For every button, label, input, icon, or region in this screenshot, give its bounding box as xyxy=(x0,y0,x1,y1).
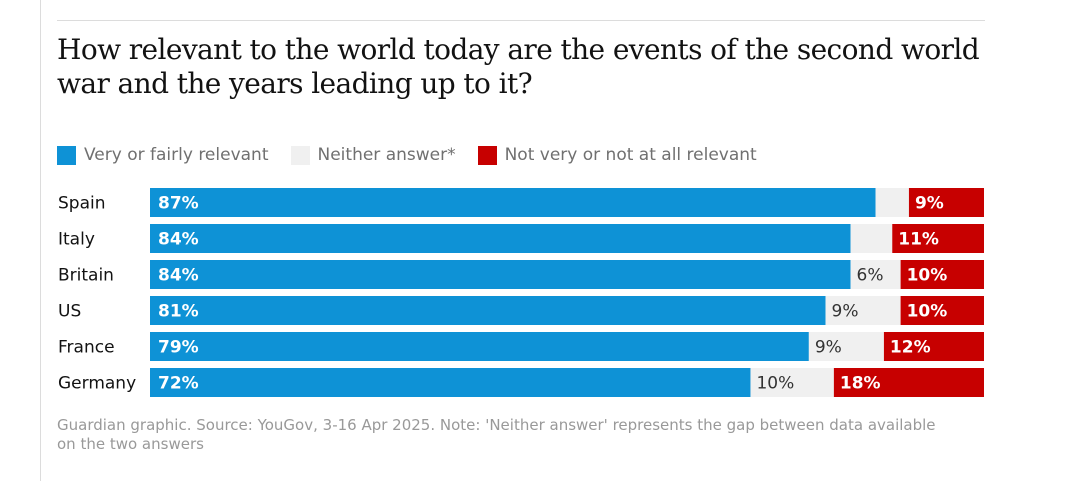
category-label-us: US xyxy=(58,302,81,322)
data-label-not-relevant-spain: 9% xyxy=(915,194,944,214)
data-label-relevant-spain: 87% xyxy=(158,194,199,214)
bar-not-relevant-spain xyxy=(908,188,984,217)
bar-neither-us xyxy=(825,296,901,325)
category-label-britain: Britain xyxy=(58,266,114,286)
data-label-relevant-britain: 84% xyxy=(158,266,199,286)
legend-label-neither: Neither answer* xyxy=(317,145,456,165)
legend-swatch-relevant xyxy=(57,145,76,165)
legend: Very or fairly relevant Neither answer* … xyxy=(57,143,779,167)
data-label-not-relevant-britain: 10% xyxy=(907,266,948,286)
data-label-relevant-italy: 84% xyxy=(158,230,199,250)
data-label-not-relevant-italy: 11% xyxy=(898,230,939,250)
footnote: Guardian graphic. Source: YouGov, 3-16 A… xyxy=(57,416,936,453)
data-label-neither-britain: 6% xyxy=(857,266,884,286)
bar-relevant-spain xyxy=(150,188,876,217)
bar-not-relevant-us xyxy=(900,296,984,325)
bar-neither-britain xyxy=(850,260,901,289)
legend-item-relevant: Very or fairly relevant xyxy=(57,145,269,165)
bar-relevant-britain xyxy=(150,260,851,289)
data-label-relevant-france: 79% xyxy=(158,338,199,358)
legend-swatch-not-relevant xyxy=(477,145,497,165)
category-label-spain: Spain xyxy=(58,194,106,214)
bar-neither-italy xyxy=(850,224,893,253)
bar-neither-spain xyxy=(875,188,909,217)
category-label-germany: Germany xyxy=(58,374,136,394)
bar-not-relevant-italy xyxy=(892,224,984,253)
data-label-not-relevant-us: 10% xyxy=(907,302,948,322)
legend-label-not-relevant: Not very or not at all relevant xyxy=(504,145,757,165)
category-label-italy: Italy xyxy=(58,230,95,250)
data-label-neither-france: 9% xyxy=(815,338,842,358)
category-label-france: France xyxy=(58,338,115,358)
bar-relevant-germany xyxy=(150,368,751,397)
top-rule xyxy=(57,20,985,21)
chart-title: How relevant to the world today are the … xyxy=(57,33,980,100)
data-label-neither-germany: 10% xyxy=(756,374,794,394)
bar-not-relevant-britain xyxy=(900,260,984,289)
bar-relevant-france xyxy=(150,332,809,361)
legend-item-neither: Neither answer* xyxy=(290,145,456,165)
bar-not-relevant-germany xyxy=(833,368,984,397)
bar-relevant-us xyxy=(150,296,826,325)
data-label-relevant-germany: 72% xyxy=(158,374,199,394)
bar-relevant-italy xyxy=(150,224,851,253)
data-label-relevant-us: 81% xyxy=(158,302,199,322)
bar-neither-france xyxy=(808,332,884,361)
left-rule xyxy=(40,0,41,481)
bar-not-relevant-france xyxy=(883,332,984,361)
legend-label-relevant: Very or fairly relevant xyxy=(84,145,269,165)
legend-item-not-relevant: Not very or not at all relevant xyxy=(477,145,757,165)
legend-swatch-neither xyxy=(290,145,310,165)
data-label-not-relevant-france: 12% xyxy=(890,338,931,358)
data-label-not-relevant-germany: 18% xyxy=(840,374,881,394)
data-label-neither-us: 9% xyxy=(832,302,859,322)
bar-neither-germany xyxy=(750,368,834,397)
